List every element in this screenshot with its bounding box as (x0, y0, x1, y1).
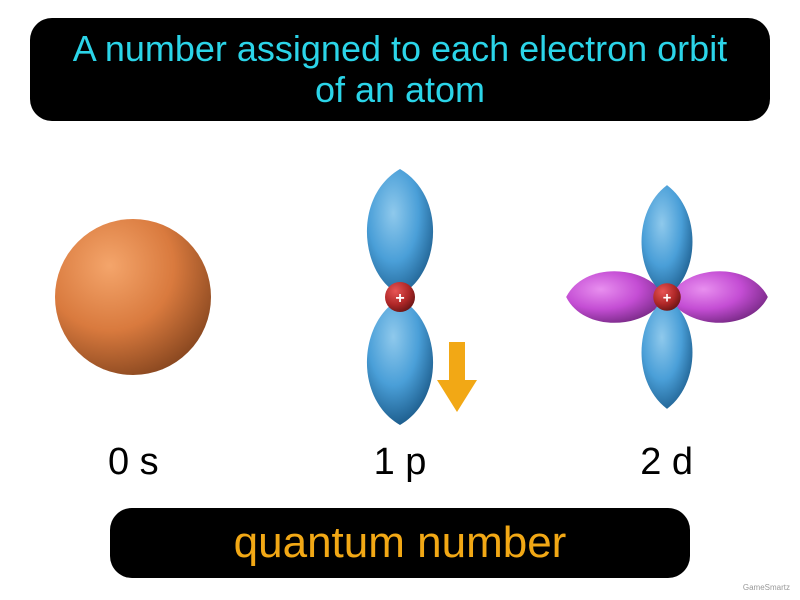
s-orbital-icon (43, 207, 223, 387)
p-orbital-label: 1 p (374, 441, 427, 484)
d-orbital-label: 2 d (640, 441, 693, 484)
svg-text:+: + (662, 290, 671, 306)
s-orbital-group: 0 s (8, 157, 258, 484)
p-orbital-group: + 1 p (275, 157, 525, 484)
term-text: quantum number (134, 518, 666, 568)
svg-text:+: + (395, 290, 404, 307)
s-orbital-label: 0 s (108, 441, 159, 484)
d-orbital-icon: + (557, 157, 777, 437)
orbitals-row: 0 s (0, 150, 800, 490)
definition-text: A number assigned to each electron orbit… (54, 28, 746, 111)
d-orbital-group: + 2 d (542, 157, 792, 484)
watermark: GameSmartz (743, 583, 790, 592)
p-orbital-icon: + (320, 157, 480, 437)
p-orbital-visual: + (290, 157, 510, 437)
definition-banner: A number assigned to each electron orbit… (30, 18, 770, 121)
s-orbital-visual (23, 157, 243, 437)
d-orbital-visual: + (557, 157, 777, 437)
term-banner: quantum number (110, 508, 690, 578)
